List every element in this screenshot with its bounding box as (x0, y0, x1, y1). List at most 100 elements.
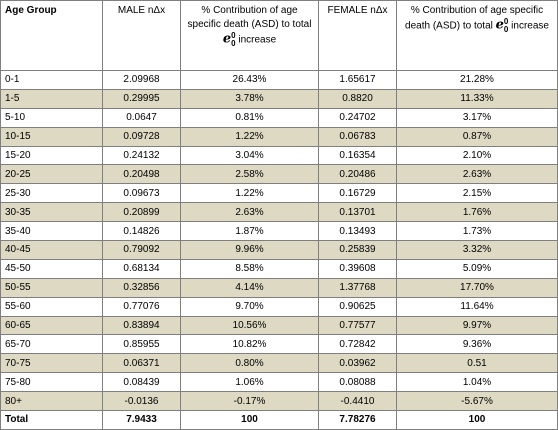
table-cell: 1.76% (396, 202, 558, 223)
table-cell: 10.82% (180, 334, 319, 355)
table-cell: 0.08439 (102, 372, 181, 393)
table-cell: 0.24702 (318, 107, 397, 128)
table-cell: 0.87% (396, 126, 558, 147)
table-cell: 9.97% (396, 315, 558, 336)
subscript: 0 (503, 25, 509, 34)
math-symbol: e (222, 31, 232, 47)
table-cell: 30-35 (0, 202, 103, 223)
table-cell: 4.14% (180, 277, 319, 298)
table-row: 10-15 0.09728 1.22% 0.06783 0.87% (0, 126, 558, 147)
table-row: 80+ -0.0136 -0.17% -0.4410 -5.67% (0, 391, 558, 412)
table-row: 65-70 0.85955 10.82% 0.72842 9.36% (0, 334, 558, 355)
table-row: 30-35 0.20899 2.63% 0.13701 1.76% (0, 202, 558, 223)
table-cell: 0-1 (0, 70, 103, 90)
table-cell: 0.32856 (102, 277, 181, 298)
table-cell: 0.16729 (318, 183, 397, 204)
table-cell: 1.22% (180, 126, 319, 147)
table-cell: Total (0, 410, 103, 430)
table-row: 75-80 0.08439 1.06% 0.08088 1.04% (0, 372, 558, 393)
table-cell: 3.17% (396, 107, 558, 128)
header-text: % Contribution of age specific death (AS… (405, 5, 544, 32)
table-row: 1-5 0.29995 3.78% 0.8820 11.33% (0, 88, 558, 109)
table-cell: 9.96% (180, 240, 319, 260)
table-cell: -0.0136 (102, 391, 181, 412)
table-cell: 2.63% (396, 164, 558, 185)
table-row: 40-45 0.79092 9.96% 0.25839 3.32% (0, 240, 558, 260)
table-cell: 0.72842 (318, 334, 397, 355)
table-cell: 40-45 (0, 240, 103, 260)
superscript: 0 (503, 17, 509, 26)
table-cell: -0.17% (180, 391, 319, 412)
header-row: Age Group MALE nΔx % Contribution of age s… (0, 0, 558, 71)
table-cell: 0.8820 (318, 88, 397, 109)
table-cell: 2.09968 (102, 70, 181, 90)
header-text: increase (511, 20, 549, 32)
table-cell: 65-70 (0, 334, 103, 355)
table-cell: 0.29995 (102, 88, 181, 109)
subscript: 0 (231, 39, 236, 48)
table-cell: 5-10 (0, 107, 103, 128)
table-cell: 0.85955 (102, 334, 181, 355)
header-text: FEMALE nΔx (327, 5, 388, 16)
table-cell: 0.77577 (318, 315, 397, 336)
table-cell: 7.78276 (318, 410, 397, 430)
table-cell: 0.81% (180, 107, 319, 128)
table-cell: 0.20498 (102, 164, 181, 185)
header-text: increase (238, 34, 277, 46)
table-row: 55-60 0.77076 9.70% 0.90625 11.64% (0, 296, 558, 317)
table-cell: 0.14826 (102, 221, 181, 242)
table-cell: 0.13701 (318, 202, 397, 223)
table-cell: 2.10% (396, 145, 558, 166)
table-cell: 1.73% (396, 221, 558, 242)
header-cell: Age Group (0, 0, 103, 71)
table-cell: 0.0647 (102, 107, 181, 128)
table-cell: 0.90625 (318, 296, 397, 317)
table-cell: 1-5 (0, 88, 103, 109)
table-cell: 100 (396, 410, 558, 430)
table-cell: 55-60 (0, 296, 103, 317)
table-cell: 0.06371 (102, 353, 181, 374)
header-text: % Contribution of age specific death (AS… (187, 5, 312, 30)
table-cell: 0.08088 (318, 372, 397, 393)
table-cell: 0.13493 (318, 221, 397, 242)
table-cell: 0.25839 (318, 240, 397, 260)
table-cell: 0.68134 (102, 258, 181, 279)
table-cell: 15-20 (0, 145, 103, 166)
table-cell: 0.24132 (102, 145, 181, 166)
table-cell: 70-75 (0, 353, 103, 374)
table-cell: -0.4410 (318, 391, 397, 412)
table-cell: 3.78% (180, 88, 319, 109)
table-cell: 0.83894 (102, 315, 181, 336)
table-row: 50-55 0.32856 4.14% 1.37768 17.70% (0, 277, 558, 298)
table-cell: 8.58% (180, 258, 319, 279)
table-row: 25-30 0.09673 1.22% 0.16729 2.15% (0, 183, 558, 204)
table-cell: 60-65 (0, 315, 103, 336)
table-cell: 9.36% (396, 334, 558, 355)
table-cell: 9.70% (180, 296, 319, 317)
table-cell: 7.9433 (102, 410, 181, 430)
table-cell: 1.65617 (318, 70, 397, 90)
table-cell: 26.43% (180, 70, 319, 90)
table-row: 15-20 0.24132 3.04% 0.16354 2.10% (0, 145, 558, 166)
table-row: Total 7.9433 100 7.78276 100 (0, 410, 558, 430)
table-cell: 3.32% (396, 240, 558, 260)
table-cell: 1.22% (180, 183, 319, 204)
table-cell: 45-50 (0, 258, 103, 279)
table-cell: 35-40 (0, 221, 103, 242)
table-cell: 10.56% (180, 315, 319, 336)
header-cell: MALE nΔx (102, 0, 181, 71)
table-cell: 0.09728 (102, 126, 181, 147)
header-cell: FEMALE nΔx (318, 0, 397, 71)
table-row: 20-25 0.20498 2.58% 0.20486 2.63% (0, 164, 558, 185)
header-text: MALE nΔx (117, 5, 166, 16)
table-cell: 25-30 (0, 183, 103, 204)
table-cell: 0.16354 (318, 145, 397, 166)
table-cell: -5.67% (396, 391, 558, 412)
table-cell: 0.20486 (318, 164, 397, 185)
header-cell: % Contribution of age specific death (AS… (180, 0, 319, 71)
table-cell: 2.63% (180, 202, 319, 223)
table-cell: 0.03962 (318, 353, 397, 374)
table-cell: 0.39608 (318, 258, 397, 279)
table-cell: 0.51 (396, 353, 558, 374)
